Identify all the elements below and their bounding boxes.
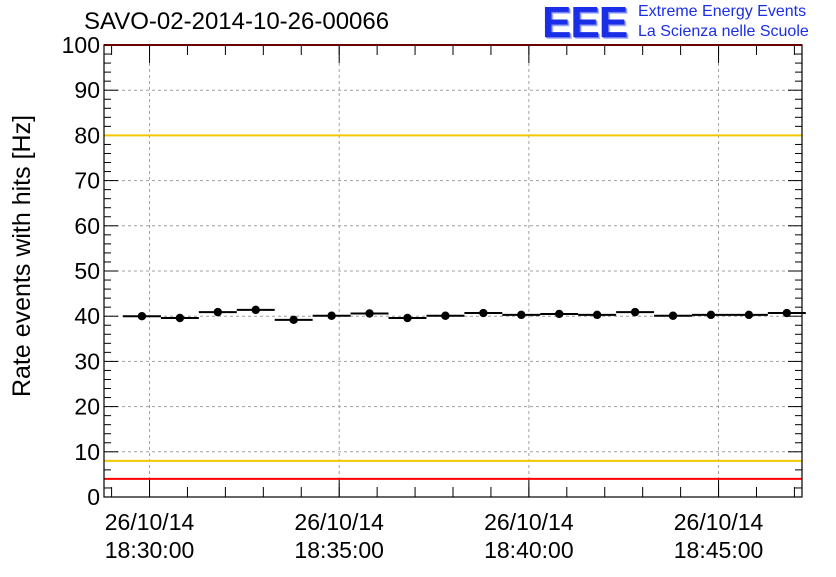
x-tick-date-1: 26/10/14 bbox=[294, 509, 384, 535]
y-tick-label-80: 80 bbox=[74, 122, 100, 148]
y-tick-label-30: 30 bbox=[74, 348, 100, 374]
y-tick-label-60: 60 bbox=[74, 213, 100, 239]
data-point-5 bbox=[327, 311, 336, 320]
x-tick-time-2: 18:40:00 bbox=[484, 537, 574, 563]
x-tick-time-3: 18:45:00 bbox=[674, 537, 764, 563]
logo-line-1: Extreme Energy Events bbox=[638, 3, 807, 20]
x-tick-date-3: 26/10/14 bbox=[674, 509, 764, 535]
data-point-3 bbox=[251, 305, 260, 315]
data-point-11 bbox=[555, 309, 564, 319]
y-tick-label-50: 50 bbox=[74, 258, 100, 284]
y-tick-label-100: 100 bbox=[62, 32, 100, 58]
x-tick-time-1: 18:35:00 bbox=[294, 537, 384, 563]
data-point-2 bbox=[213, 307, 223, 317]
plot-frame bbox=[103, 44, 803, 498]
eee-logo: EEE Extreme Energy Events La Scienza nel… bbox=[542, 0, 834, 46]
data-point-15 bbox=[706, 310, 716, 320]
logo-line-2: La Scienza nelle Scuole bbox=[638, 23, 809, 40]
y-tick-label-40: 40 bbox=[74, 303, 100, 329]
data-point-9 bbox=[479, 308, 488, 318]
data-point-16 bbox=[744, 310, 754, 320]
x-tick-date-0: 26/10/14 bbox=[105, 509, 195, 535]
y-tick-label-20: 20 bbox=[74, 394, 100, 420]
data-point-7 bbox=[403, 313, 412, 323]
data-point-1 bbox=[175, 313, 185, 323]
data-point-17 bbox=[782, 308, 792, 318]
x-tick-date-2: 26/10/14 bbox=[484, 509, 574, 535]
eee-logo-mark: EEE bbox=[542, 0, 628, 47]
data-point-12 bbox=[592, 310, 602, 320]
y-tick-label-70: 70 bbox=[74, 168, 100, 194]
data-point-4 bbox=[289, 315, 298, 325]
x-tick-time-0: 18:30:00 bbox=[105, 537, 195, 563]
y-tick-label-90: 90 bbox=[74, 77, 100, 103]
y-tick-label-0: 0 bbox=[87, 484, 100, 510]
y-tick-label-10: 10 bbox=[74, 439, 100, 465]
chart-title: SAVO-02-2014-10-26-00066 bbox=[84, 8, 390, 35]
data-point-6 bbox=[365, 309, 374, 318]
data-point-10 bbox=[517, 310, 526, 320]
y-axis-label: Rate events with hits [Hz] bbox=[8, 115, 36, 397]
data-point-8 bbox=[441, 311, 450, 320]
data-point-0 bbox=[137, 312, 147, 321]
data-point-13 bbox=[630, 307, 640, 317]
data-point-14 bbox=[668, 311, 678, 320]
